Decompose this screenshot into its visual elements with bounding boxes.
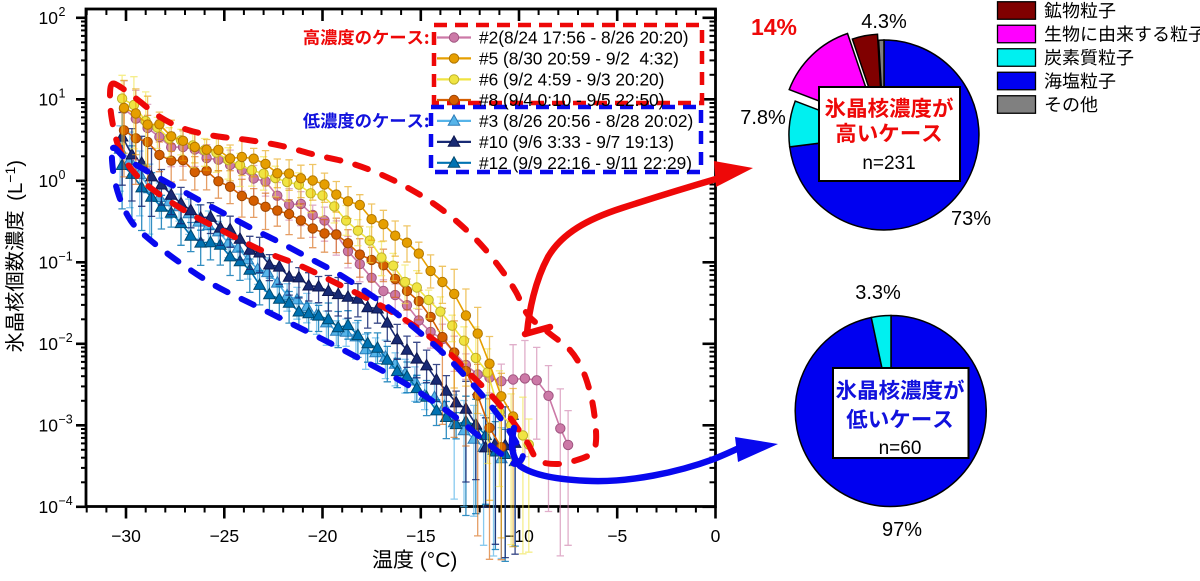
svg-text:−20: −20 xyxy=(308,526,338,546)
svg-text:−25: −25 xyxy=(209,526,239,546)
svg-text:#5 (8/30 20:59 - 9/2 4:32): #5 (8/30 20:59 - 9/2 4:32) xyxy=(479,49,679,69)
svg-text:#12 (9/9 22:16 - 9/11 22:29): #12 (9/9 22:16 - 9/11 22:29) xyxy=(479,153,692,173)
svg-text:−10: −10 xyxy=(504,526,534,546)
svg-text:#2(8/24 17:56 - 8/26 20:20): #2(8/24 17:56 - 8/26 20:20) xyxy=(479,28,688,48)
svg-text:10: 10 xyxy=(39,171,59,191)
svg-text:10: 10 xyxy=(39,8,59,28)
svg-text:n=231: n=231 xyxy=(862,153,915,174)
svg-text:73%: 73% xyxy=(951,208,991,230)
svg-text:#10 (9/6 3:33 - 9/7 19:13): #10 (9/6 3:33 - 9/7 19:13) xyxy=(479,132,674,152)
svg-text:): ) xyxy=(5,160,27,167)
svg-text:10: 10 xyxy=(39,415,59,435)
svg-text:−2: −2 xyxy=(59,331,73,345)
svg-text:(L: (L xyxy=(5,183,27,201)
svg-text:10: 10 xyxy=(39,334,59,354)
svg-text:1: 1 xyxy=(59,86,66,100)
svg-text:−1: −1 xyxy=(2,167,18,183)
svg-text:2: 2 xyxy=(59,5,66,19)
svg-text:−4: −4 xyxy=(59,494,73,508)
svg-text:(°C): (°C) xyxy=(420,549,458,572)
svg-text:14%: 14% xyxy=(751,14,797,40)
svg-text:0: 0 xyxy=(59,168,66,182)
svg-text:7.8%: 7.8% xyxy=(740,107,786,129)
svg-text:10: 10 xyxy=(39,89,59,109)
svg-text:10: 10 xyxy=(39,252,59,272)
svg-text:n=60: n=60 xyxy=(879,438,922,459)
svg-text:−3: −3 xyxy=(59,412,73,426)
svg-text:10: 10 xyxy=(39,497,59,517)
svg-text:#8 (9/4 0:10 - 9/5 22:50): #8 (9/4 0:10 - 9/5 22:50) xyxy=(479,90,664,110)
svg-text:−15: −15 xyxy=(406,526,436,546)
svg-text:4.3%: 4.3% xyxy=(861,11,907,33)
svg-text:#6 (9/2 4:59 - 9/3 20:20): #6 (9/2 4:59 - 9/3 20:20) xyxy=(479,70,664,90)
svg-text:−5: −5 xyxy=(607,526,627,546)
svg-text:97%: 97% xyxy=(882,519,922,541)
svg-text:0: 0 xyxy=(711,526,721,546)
svg-text:3.3%: 3.3% xyxy=(855,282,901,304)
svg-text:#3 (8/26 20:56 - 8/28 20:02): #3 (8/26 20:56 - 8/28 20:02) xyxy=(479,111,693,131)
svg-text:−30: −30 xyxy=(111,526,141,546)
svg-text:−1: −1 xyxy=(59,249,73,263)
